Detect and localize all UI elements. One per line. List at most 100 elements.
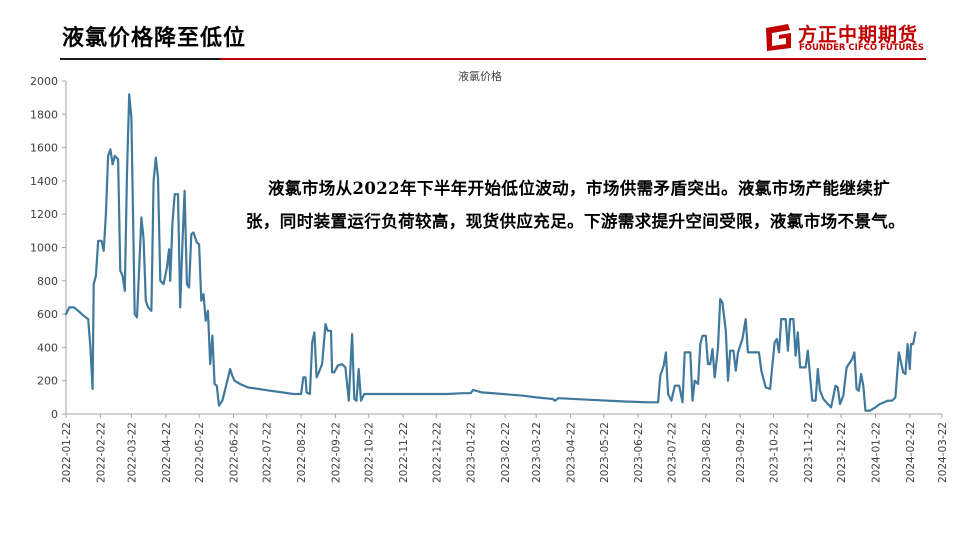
x-tick-label: 2023-08-22	[701, 422, 713, 483]
data-point	[68, 306, 71, 309]
data-point	[729, 349, 731, 352]
data-point	[87, 318, 89, 320]
data-point	[233, 379, 236, 382]
data-point	[169, 280, 171, 282]
data-point	[862, 384, 865, 387]
data-point	[853, 351, 856, 354]
data-point	[753, 351, 756, 354]
chart-annotation: 液氯市场从2022年下半年开始低位波动，市场供需矛盾突出。液氯市场产能继续扩 张…	[246, 172, 946, 238]
data-point	[864, 409, 867, 412]
data-point	[707, 363, 709, 365]
data-point	[188, 286, 190, 289]
data-point	[689, 351, 692, 354]
data-point	[155, 156, 157, 159]
data-point	[111, 163, 114, 166]
data-point	[773, 341, 776, 344]
title-underline-red	[220, 58, 926, 60]
data-point	[269, 389, 271, 392]
data-point	[142, 238, 145, 240]
data-point	[898, 351, 900, 354]
y-tick-label: 600	[37, 308, 58, 321]
data-point	[678, 384, 680, 387]
x-tick-label: 2023-09-22	[735, 422, 747, 483]
data-point	[659, 374, 662, 377]
data-point	[168, 248, 170, 250]
data-point	[211, 334, 214, 337]
x-tick-label: 2022-05-22	[194, 422, 206, 483]
data-point	[117, 158, 119, 161]
x-tick-label: 2023-06-22	[633, 422, 645, 483]
data-point	[318, 371, 320, 374]
data-point	[589, 399, 592, 401]
data-point	[693, 379, 696, 382]
data-point	[834, 384, 837, 387]
data-point	[869, 409, 871, 412]
data-point	[309, 393, 311, 395]
data-point	[883, 401, 886, 404]
data-point	[741, 338, 744, 340]
data-point	[140, 216, 143, 219]
data-point	[481, 391, 483, 394]
y-tick-label: 1800	[30, 108, 58, 121]
data-point	[557, 397, 560, 400]
data-point	[109, 148, 112, 151]
data-point	[665, 351, 667, 354]
data-point	[910, 343, 912, 345]
data-point	[894, 396, 897, 399]
data-point	[886, 399, 889, 402]
data-point	[200, 300, 203, 302]
data-point	[305, 391, 308, 394]
y-tick-label: 1400	[30, 175, 58, 188]
data-point	[313, 331, 316, 334]
x-tick-label: 2023-05-22	[599, 422, 611, 483]
data-point	[119, 270, 122, 272]
data-point	[311, 341, 314, 344]
data-point	[351, 333, 353, 335]
data-point	[814, 399, 817, 402]
data-point	[472, 389, 474, 391]
data-point	[183, 190, 186, 192]
x-tick-label: 2022-04-22	[161, 422, 173, 483]
data-point	[124, 290, 126, 292]
data-point	[360, 399, 362, 402]
data-point	[133, 313, 136, 315]
data-point	[157, 176, 159, 179]
data-point	[705, 334, 707, 337]
data-point	[341, 363, 343, 365]
data-point	[177, 193, 179, 195]
data-point	[239, 383, 241, 385]
data-point	[837, 386, 839, 389]
data-point	[192, 231, 195, 234]
data-point	[209, 363, 211, 365]
data-point	[353, 398, 356, 400]
data-point	[727, 379, 729, 382]
data-point	[819, 389, 821, 392]
data-point	[912, 343, 914, 345]
data-point	[713, 376, 716, 379]
x-tick-label: 2023-11-22	[803, 422, 815, 483]
data-point	[851, 358, 853, 360]
x-tick-label: 2023-02-22	[500, 422, 512, 483]
data-point	[830, 406, 832, 409]
data-point	[281, 391, 284, 394]
annotation-line-1: 液氯市场从2022年下半年开始低位波动，市场供需矛盾突出。液氯市场产能继续扩	[268, 179, 891, 198]
data-point	[858, 389, 860, 392]
annotation-line-2: 张，同时装置运行负荷较高，现货供应充足。下游需求提升空间受限，液氯市场不景气。	[246, 212, 906, 231]
data-point	[792, 318, 795, 320]
data-point	[787, 349, 789, 352]
data-point	[804, 366, 807, 369]
data-point	[681, 401, 684, 404]
data-point	[845, 366, 848, 369]
data-point	[624, 400, 626, 403]
data-point	[171, 221, 174, 224]
data-point	[502, 393, 504, 395]
price-series-line	[64, 93, 917, 412]
data-point	[179, 306, 181, 309]
data-point	[662, 364, 665, 367]
y-tick-label: 1200	[30, 208, 58, 221]
data-point	[778, 351, 780, 354]
data-point	[333, 371, 336, 374]
data-point	[326, 330, 329, 332]
data-point	[315, 376, 318, 379]
data-point	[159, 280, 162, 282]
